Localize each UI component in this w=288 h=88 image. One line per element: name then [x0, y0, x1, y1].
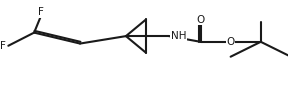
Text: O: O	[226, 37, 235, 47]
Text: O: O	[196, 15, 205, 25]
Text: F: F	[1, 41, 6, 51]
Text: NH: NH	[171, 31, 186, 41]
Text: F: F	[38, 7, 44, 17]
